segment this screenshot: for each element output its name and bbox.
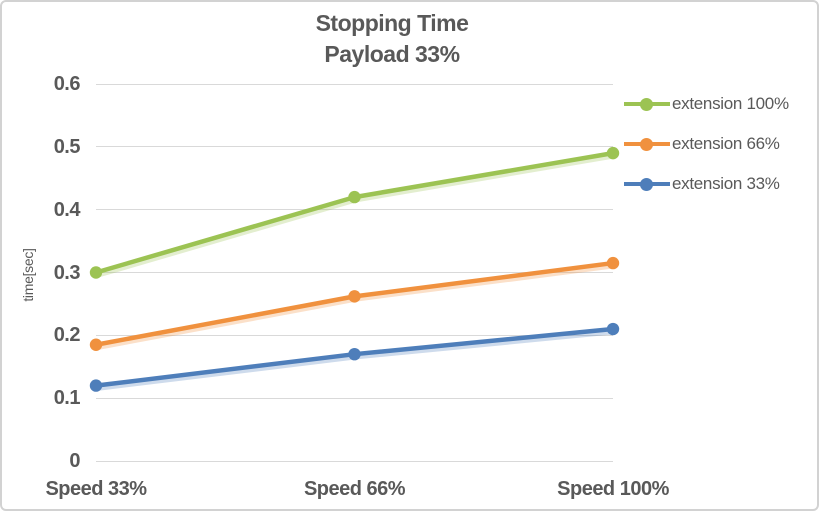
y-axis-tick-labels: 0 0.1 0.2 0.3 0.4 0.5 0.6 [2, 73, 81, 472]
y-tick-label: 0 [69, 450, 80, 472]
data-point-marker [606, 146, 620, 160]
legend-item: extension 100% [624, 94, 817, 114]
data-point-marker [348, 190, 361, 204]
y-tick-label: 0.6 [53, 73, 81, 95]
gridline [96, 334, 613, 336]
x-category-label: Speed 66% [303, 478, 406, 500]
plot-area [89, 83, 620, 462]
gridline [96, 460, 613, 462]
y-tick-label: 0.3 [53, 261, 81, 284]
legend-dot [640, 137, 653, 151]
data-point-marker [89, 338, 103, 351]
legend-dot [640, 177, 653, 191]
y-tick-label: 0.1 [53, 387, 81, 410]
series-line [93, 260, 616, 348]
chart-title-line2: Payload 33% [324, 41, 460, 67]
data-point-marker [348, 290, 361, 303]
legend-item: extension 33% [624, 174, 817, 194]
gridline [96, 397, 613, 399]
data-point-marker [348, 347, 361, 361]
data-point-marker [89, 379, 103, 392]
legend-label: extension 100% [672, 94, 789, 113]
legend-line-marker-icon [624, 137, 670, 151]
chart-title: Stopping Time Payload 33% [2, 8, 782, 70]
gridline [96, 146, 613, 148]
y-tick-label: 0.2 [53, 324, 81, 347]
data-point-marker [606, 256, 620, 270]
legend-dot [640, 97, 653, 111]
y-tick-label: 0.5 [53, 135, 81, 158]
legend-label: extension 66% [672, 134, 780, 153]
legend: extension 100% extension 66% extension 33% [624, 94, 817, 214]
legend-item: extension 66% [624, 134, 817, 154]
gridline [96, 209, 613, 211]
series-line-shadow [95, 329, 617, 391]
legend-label: extension 33% [672, 174, 780, 193]
data-point-marker [89, 266, 103, 279]
y-tick-label: 0.4 [53, 198, 81, 221]
chart-title-line1: Stopping Time [315, 10, 469, 36]
gridline [96, 272, 613, 273]
series-plot [89, 146, 620, 392]
x-axis-labels: Speed 33% Speed 66% Speed 100% [45, 478, 669, 506]
data-point-marker [606, 322, 620, 336]
legend-line-marker-icon [624, 177, 670, 191]
series-line-shadow [95, 153, 617, 278]
x-category-label: Speed 33% [45, 478, 147, 500]
x-category-label: Speed 100% [557, 478, 669, 500]
gridline [96, 83, 613, 85]
legend-line-marker-icon [624, 97, 670, 111]
